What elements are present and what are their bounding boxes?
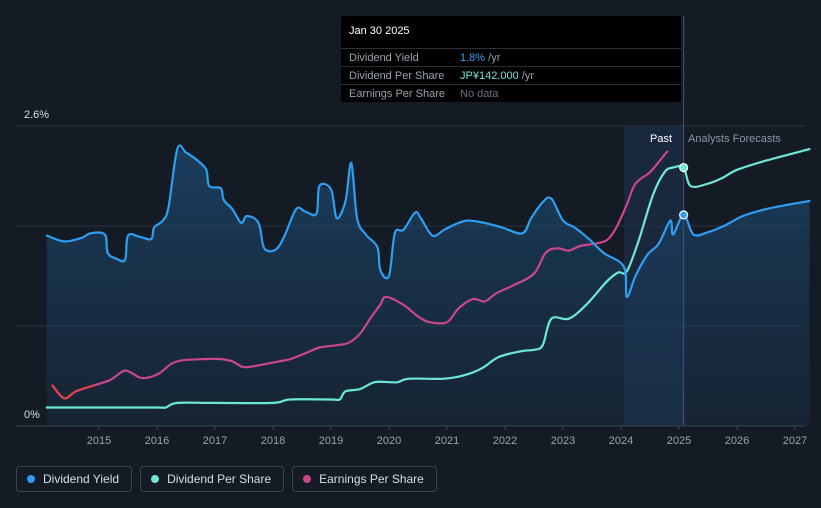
tooltip-value: No data: [460, 88, 499, 100]
forecast-label: Analysts Forecasts: [688, 133, 781, 145]
x-tick-label: 2022: [493, 435, 517, 447]
yield-area: [46, 149, 810, 426]
legend-label: Dividend Per Share: [167, 472, 272, 486]
x-tick-label: 2016: [145, 435, 169, 447]
x-tick-label: 2023: [551, 435, 575, 447]
legend-item-dividend-yield[interactable]: Dividend Yield: [16, 466, 133, 492]
legend-label: Earnings Per Share: [319, 472, 424, 486]
dividend-yield-line: [45, 144, 811, 298]
tooltip-row-earnings-per-share: Earnings Per Share No data: [341, 84, 681, 103]
legend-dot-icon: [303, 475, 312, 483]
current-value-marker: [679, 162, 689, 173]
x-tick-label: 2017: [203, 435, 227, 447]
x-tick-label: 2027: [783, 435, 807, 447]
x-tick-label: 2019: [319, 435, 343, 447]
x-tick-label: 2025: [667, 435, 691, 447]
past-label: Past: [650, 133, 672, 145]
y-max-label: 2.6%: [24, 109, 49, 121]
legend-item-earnings-per-share[interactable]: Earnings Per Share: [292, 466, 437, 492]
tooltip-row-dividend-yield: Dividend Yield 1.8% /yr: [341, 48, 681, 67]
x-tick-label: 2026: [725, 435, 749, 447]
past-highlight: [623, 126, 684, 426]
tooltip-label: Dividend Yield: [349, 52, 419, 64]
x-tick-label: 2015: [87, 435, 111, 447]
recent-shade: [623, 16, 685, 426]
chart-labels: 2.6% 0% Past Analysts Forecasts: [24, 109, 781, 421]
tooltip-value: 1.8% /yr: [460, 52, 501, 64]
earnings-negative-segment: [51, 384, 95, 400]
x-tick-label: 2020: [377, 435, 401, 447]
tooltip-row-dividend-per-share: Dividend Per Share JP¥142.000 /yr: [341, 66, 681, 85]
earnings-per-share-line: [51, 150, 669, 400]
tooltip-date: Jan 30 2025: [349, 25, 410, 37]
tooltip-value: JP¥142.000 /yr: [460, 70, 534, 82]
series-lines: [45, 144, 811, 409]
legend-label: Dividend Yield: [43, 472, 120, 486]
tooltip: Jan 30 2025 Dividend Yield 1.8% /yr Divi…: [341, 16, 681, 102]
x-tick-label: 2021: [435, 435, 459, 447]
y-min-label: 0%: [24, 409, 40, 421]
tooltip-label: Dividend Per Share: [349, 70, 445, 82]
current-value-marker: [679, 210, 689, 220]
legend-dot-icon: [27, 475, 35, 483]
tooltip-label: Earnings Per Share: [349, 88, 445, 100]
x-axis: 2015 2016 2017 2018 2019 2020 2021 2022 2023 2024…: [16, 425, 807, 447]
dividend-yield-area: [46, 149, 810, 426]
dividend-per-share-line: [45, 148, 811, 409]
x-tick-label: 2024: [609, 435, 633, 447]
legend-item-dividend-per-share[interactable]: Dividend Per Share: [140, 466, 285, 492]
current-markers: [679, 162, 689, 220]
legend-dot-icon: [151, 475, 160, 483]
x-tick-label: 2018: [261, 435, 285, 447]
legend: Dividend Yield Dividend Per Share Earnin…: [16, 466, 437, 494]
